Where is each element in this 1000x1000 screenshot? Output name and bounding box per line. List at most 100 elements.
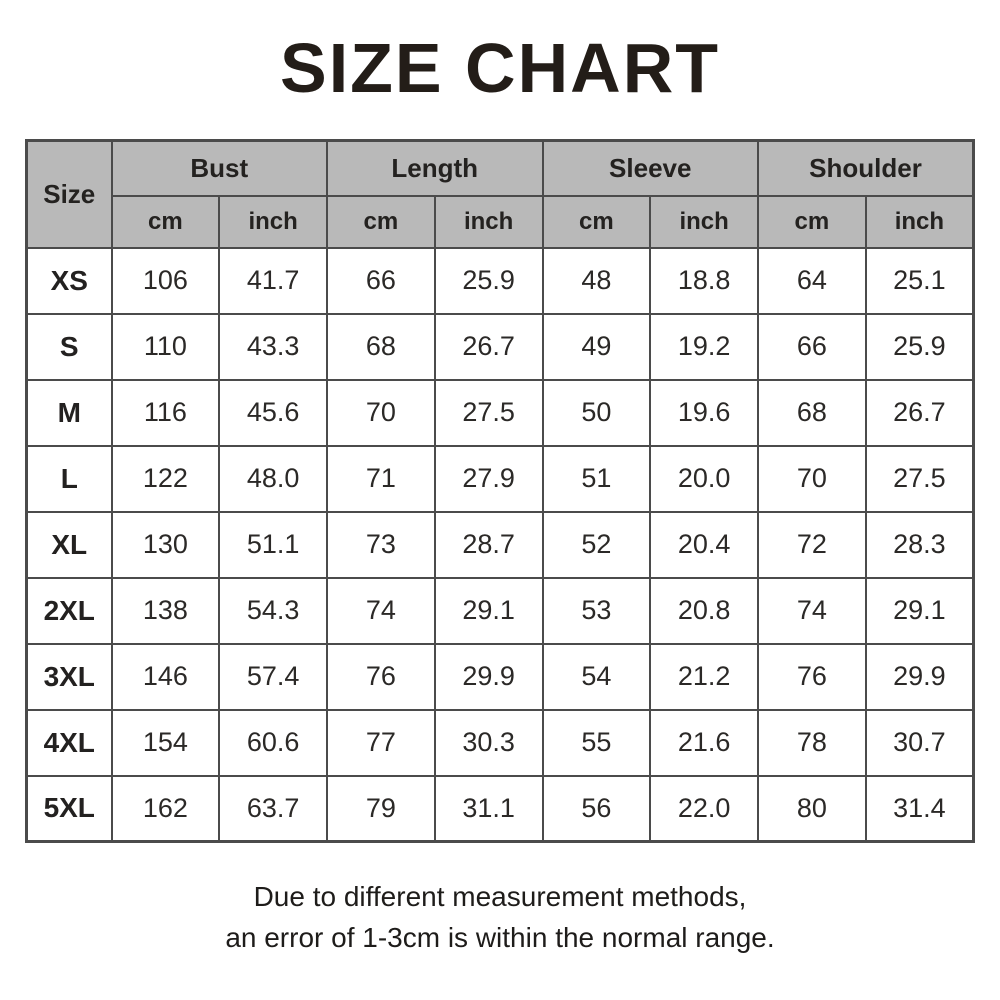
measurement-value: 31.1 (433, 774, 544, 843)
measurement-value: 41.7 (218, 246, 328, 315)
header-shoulder-inch: inch (864, 194, 975, 249)
size-label: XL (25, 510, 113, 579)
measurement-value: 50 (541, 378, 652, 447)
measurement-value: 130 (110, 510, 221, 579)
measurement-value: 78 (757, 708, 867, 777)
measurement-value: 20.0 (649, 444, 759, 513)
measurement-value: 122 (110, 444, 221, 513)
measurement-value: 28.3 (864, 510, 975, 579)
measurement-value: 60.6 (218, 708, 328, 777)
header-bust-cm: cm (110, 194, 221, 249)
size-chart-table: Size Bust Length Sleeve Shoulder cm inch… (25, 139, 975, 843)
header-shoulder-cm: cm (757, 194, 867, 249)
measurement-value: 162 (110, 774, 221, 843)
header-unit-row: cm inch cm inch cm inch cm inch (27, 194, 975, 249)
size-label: 4XL (25, 708, 113, 777)
table-row: M 116 45.6 70 27.5 50 19.6 68 26.7 (25, 378, 975, 447)
measurement-value: 68 (757, 378, 867, 447)
measurement-value: 53 (541, 576, 652, 645)
measurement-value: 63.7 (218, 774, 328, 843)
size-label: L (25, 444, 113, 513)
measurement-value: 66 (757, 312, 867, 381)
measurement-value: 49 (541, 312, 652, 381)
measurement-value: 19.6 (649, 378, 759, 447)
measurement-value: 25.1 (864, 246, 975, 315)
table-row: S 110 43.3 68 26.7 49 19.2 66 25.9 (25, 312, 975, 381)
size-label: 2XL (25, 576, 113, 645)
measurement-value: 52 (541, 510, 652, 579)
measurement-value: 54.3 (218, 576, 328, 645)
measurement-value: 22.0 (649, 774, 759, 843)
measurement-value: 43.3 (218, 312, 328, 381)
table-row: 3XL 146 57.4 76 29.9 54 21.2 76 29.9 (25, 642, 975, 711)
measurement-value: 77 (326, 708, 436, 777)
header-sleeve: Sleeve (541, 139, 759, 197)
measurement-value: 28.7 (433, 510, 544, 579)
measurement-value: 76 (326, 642, 436, 711)
measurement-value: 51.1 (218, 510, 328, 579)
measurement-value: 29.1 (433, 576, 544, 645)
measurement-value: 25.9 (433, 246, 544, 315)
measurement-value: 19.2 (649, 312, 759, 381)
measurement-value: 25.9 (864, 312, 975, 381)
measurement-value: 55 (541, 708, 652, 777)
size-label: 5XL (25, 774, 113, 843)
header-group-row: Size Bust Length Sleeve Shoulder (25, 139, 975, 249)
table-row: XL 130 51.1 73 28.7 52 20.4 72 28.3 (25, 510, 975, 579)
measurement-value: 31.4 (864, 774, 975, 843)
size-label: 3XL (25, 642, 113, 711)
measurement-disclaimer: Due to different measurement methods, an… (0, 877, 1000, 958)
measurement-value: 21.2 (649, 642, 759, 711)
measurement-value: 72 (757, 510, 867, 579)
header-bust: Bust (110, 139, 328, 197)
measurement-value: 29.9 (433, 642, 544, 711)
measurement-value: 48.0 (218, 444, 328, 513)
header-length: Length (326, 139, 544, 197)
measurement-value: 51 (541, 444, 652, 513)
measurement-value: 73 (326, 510, 436, 579)
measurement-value: 70 (757, 444, 867, 513)
header-length-inch: inch (433, 194, 544, 249)
measurement-value: 70 (326, 378, 436, 447)
measurement-value: 29.9 (864, 642, 975, 711)
size-label: M (25, 378, 113, 447)
table-row: L 122 48.0 71 27.9 51 20.0 70 27.5 (25, 444, 975, 513)
measurement-value: 27.9 (433, 444, 544, 513)
size-label: XS (25, 246, 113, 315)
measurement-value: 71 (326, 444, 436, 513)
measurement-value: 57.4 (218, 642, 328, 711)
measurement-value: 30.3 (433, 708, 544, 777)
measurement-value: 30.7 (864, 708, 975, 777)
measurement-value: 18.8 (649, 246, 759, 315)
measurement-value: 74 (757, 576, 867, 645)
size-label: S (25, 312, 113, 381)
measurement-value: 74 (326, 576, 436, 645)
header-bust-inch: inch (218, 194, 328, 249)
measurement-value: 54 (541, 642, 652, 711)
measurement-value: 20.4 (649, 510, 759, 579)
measurement-value: 76 (757, 642, 867, 711)
measurement-value: 146 (110, 642, 221, 711)
measurement-value: 26.7 (864, 378, 975, 447)
header-shoulder: Shoulder (757, 139, 975, 197)
measurement-value: 80 (757, 774, 867, 843)
measurement-value: 45.6 (218, 378, 328, 447)
measurement-value: 64 (757, 246, 867, 315)
measurement-value: 106 (110, 246, 221, 315)
measurement-value: 68 (326, 312, 436, 381)
measurement-value: 27.5 (433, 378, 544, 447)
measurement-value: 154 (110, 708, 221, 777)
header-size: Size (25, 139, 113, 249)
disclaimer-line-1: Due to different measurement methods, (253, 881, 747, 912)
table-row: 4XL 154 60.6 77 30.3 55 21.6 78 30.7 (25, 708, 975, 777)
measurement-value: 21.6 (649, 708, 759, 777)
table-row: 2XL 138 54.3 74 29.1 53 20.8 74 29.1 (25, 576, 975, 645)
page-title: SIZE CHART (280, 29, 720, 107)
measurement-value: 27.5 (864, 444, 975, 513)
measurement-value: 138 (110, 576, 221, 645)
measurement-value: 66 (326, 246, 436, 315)
measurement-value: 29.1 (864, 576, 975, 645)
table-row: 5XL 162 63.7 79 31.1 56 22.0 80 31.4 (25, 774, 975, 843)
measurement-value: 79 (326, 774, 436, 843)
